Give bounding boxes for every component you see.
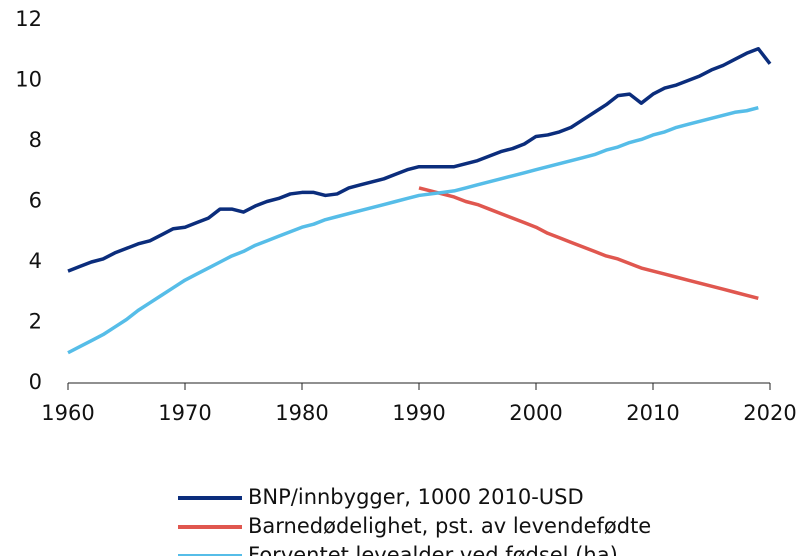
x-tick-label: 1980 (275, 401, 328, 425)
line (67, 106, 759, 355)
line (418, 186, 759, 300)
legend-label: Barnedødelighet, pst. av levendefødte (248, 514, 651, 538)
x-tick-label: 2010 (626, 401, 679, 425)
line (67, 46, 772, 273)
y-tick-label: 6 (29, 189, 42, 213)
x-tick-label: 2000 (509, 401, 562, 425)
y-tick-label: 10 (15, 68, 42, 92)
x-tick-label: 1990 (392, 401, 445, 425)
y-tick-label: 4 (29, 249, 42, 273)
legend-label: Forventet levealder ved fødsel (ha) (248, 543, 618, 556)
x-tick-label: 2020 (743, 401, 796, 425)
y-tick-label: 2 (29, 310, 42, 334)
y-tick-label: 0 (29, 370, 42, 394)
y-tick-label: 8 (29, 128, 42, 152)
y-tick-label: 12 (15, 7, 42, 31)
x-tick-label: 1960 (41, 401, 94, 425)
legend-label: BNP/innbygger, 1000 2010-USD (248, 485, 584, 509)
x-tick-label: 1970 (158, 401, 211, 425)
